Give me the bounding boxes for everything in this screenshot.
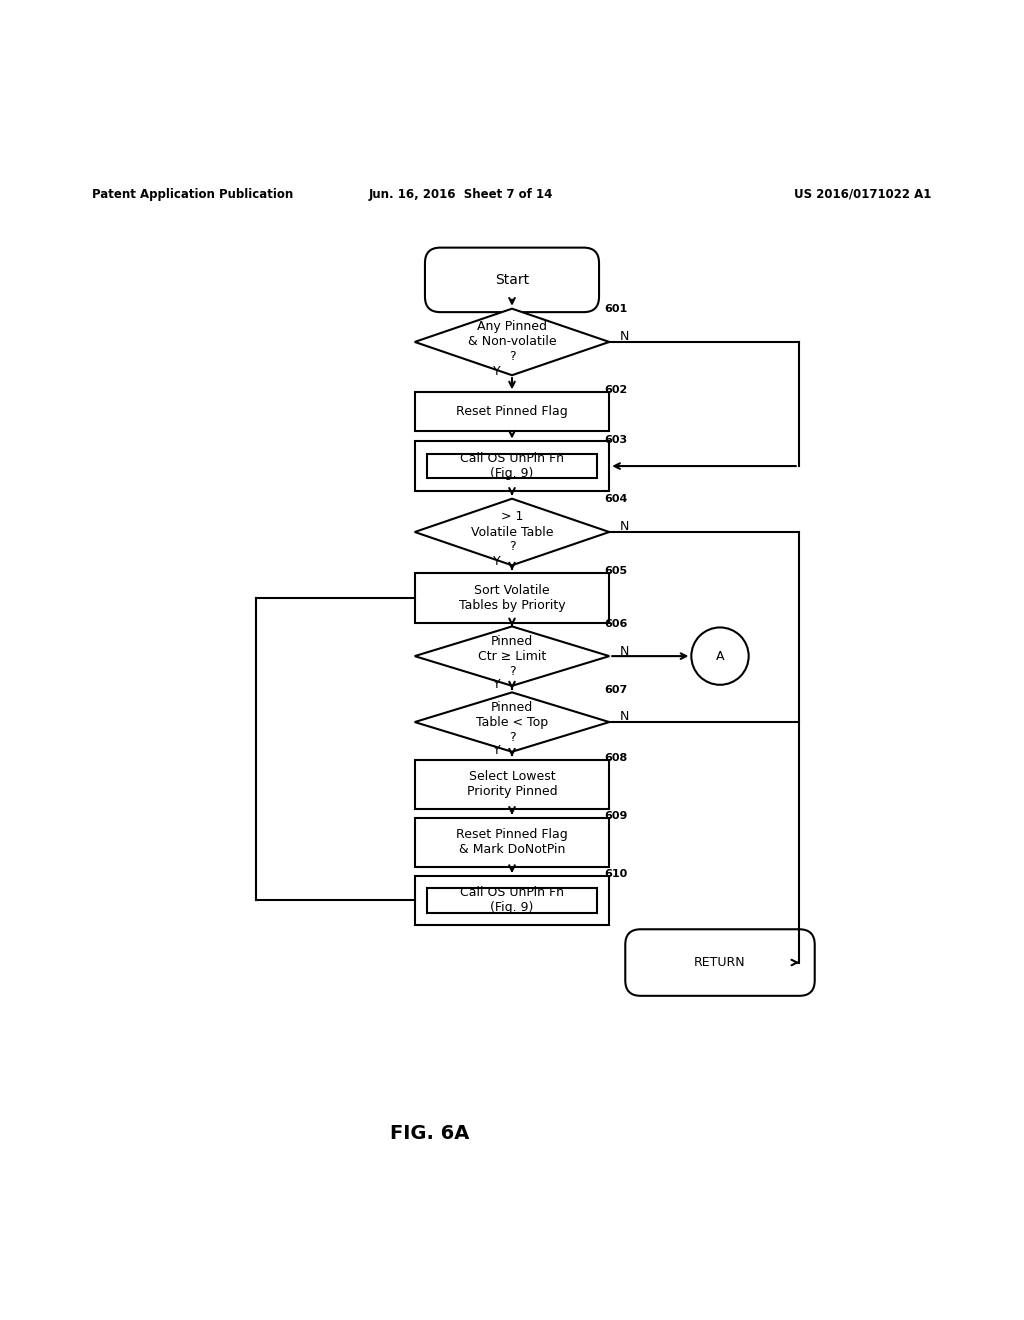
- Text: > 1
Volatile Table
?: > 1 Volatile Table ?: [471, 511, 553, 553]
- Text: Y: Y: [493, 743, 501, 756]
- Text: 607: 607: [604, 685, 628, 696]
- Text: Pinned
Ctr ≥ Limit
?: Pinned Ctr ≥ Limit ?: [478, 635, 546, 677]
- Text: Patent Application Publication: Patent Application Publication: [92, 187, 294, 201]
- Text: Y: Y: [493, 554, 501, 568]
- Text: Y: Y: [493, 364, 501, 378]
- Text: 602: 602: [604, 385, 628, 396]
- Text: 610: 610: [604, 869, 628, 879]
- Bar: [415, 817, 609, 867]
- Text: Jun. 16, 2016  Sheet 7 of 14: Jun. 16, 2016 Sheet 7 of 14: [369, 187, 553, 201]
- Text: N: N: [620, 520, 629, 533]
- Polygon shape: [415, 499, 609, 565]
- Text: Pinned
Table < Top
?: Pinned Table < Top ?: [476, 701, 548, 743]
- Text: Select Lowest
Priority Pinned: Select Lowest Priority Pinned: [467, 770, 557, 799]
- Bar: [415, 573, 609, 623]
- Bar: [415, 441, 609, 491]
- Text: Call OS UnPin Fn
(Fig. 9): Call OS UnPin Fn (Fig. 9): [460, 887, 564, 915]
- Polygon shape: [415, 627, 609, 686]
- Text: Call OS UnPin Fn
(Fig. 9): Call OS UnPin Fn (Fig. 9): [460, 451, 564, 480]
- Bar: [415, 392, 609, 432]
- Text: Reset Pinned Flag: Reset Pinned Flag: [456, 405, 568, 418]
- Text: Y: Y: [493, 677, 501, 690]
- FancyBboxPatch shape: [626, 929, 815, 995]
- Text: N: N: [620, 644, 629, 657]
- Text: US 2016/0171022 A1: US 2016/0171022 A1: [795, 187, 932, 201]
- Text: 609: 609: [604, 810, 628, 821]
- Text: 608: 608: [604, 752, 628, 763]
- Text: FIG. 6A: FIG. 6A: [390, 1123, 470, 1143]
- Text: 606: 606: [604, 619, 628, 630]
- Text: Sort Volatile
Tables by Priority: Sort Volatile Tables by Priority: [459, 583, 565, 612]
- FancyBboxPatch shape: [425, 248, 599, 312]
- Text: 604: 604: [604, 494, 628, 504]
- Polygon shape: [415, 693, 609, 752]
- Bar: [415, 759, 609, 809]
- Text: N: N: [620, 330, 629, 343]
- Text: 601: 601: [604, 304, 628, 314]
- Text: Any Pinned
& Non-volatile
?: Any Pinned & Non-volatile ?: [468, 321, 556, 363]
- Polygon shape: [415, 309, 609, 375]
- Text: N: N: [620, 710, 629, 723]
- Circle shape: [691, 627, 749, 685]
- Text: A: A: [716, 649, 724, 663]
- Text: Start: Start: [495, 273, 529, 286]
- Text: Reset Pinned Flag
& Mark DoNotPin: Reset Pinned Flag & Mark DoNotPin: [456, 829, 568, 857]
- Text: 605: 605: [604, 566, 628, 577]
- Text: RETURN: RETURN: [694, 956, 745, 969]
- Bar: [427, 888, 597, 912]
- Text: 603: 603: [604, 434, 628, 445]
- Bar: [427, 454, 597, 478]
- Bar: [415, 876, 609, 925]
